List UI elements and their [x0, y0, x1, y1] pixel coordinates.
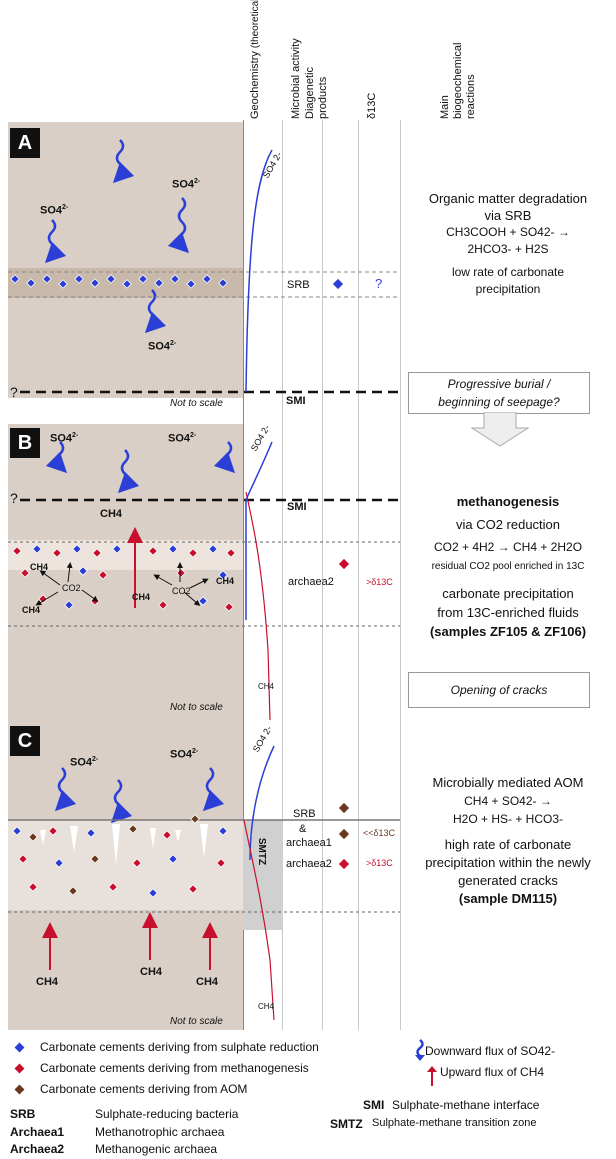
panel-b-ch4-small-3: CH4 [132, 592, 151, 602]
panel-b-d13c: >δ13C [366, 577, 393, 587]
legend-smtz-value: Sulphate-methane transition zone [372, 1117, 537, 1129]
panel-a-so4-label-3: SO42- [148, 340, 177, 353]
legend-blue-diamond [14, 1042, 25, 1053]
header-microbial-activity: Microbial activity [290, 38, 302, 119]
legend-smi-key: SMI [363, 1098, 385, 1112]
legend-a1-key: Archaea1 [10, 1125, 65, 1139]
panel-c-archaea1: archaea1 [286, 837, 332, 849]
transition-a-b-arrow [470, 412, 530, 447]
panel-a-letter: A [10, 128, 40, 158]
panel-c-not-to-scale: Not to scale [170, 1016, 223, 1027]
legend-arrows [415, 1039, 437, 1086]
panel-b-ch4-small-2: CH4 [22, 605, 41, 615]
legend-smtz-key: SMTZ [330, 1117, 363, 1131]
legend-down-flux: Downward flux of SO42- [425, 1044, 556, 1058]
panel-b-ch4-label: CH4 [100, 508, 123, 520]
panel-c-and: & [299, 823, 307, 835]
panel-c-d13c-2: >δ13C [366, 858, 393, 868]
legend-a2-key: Archaea2 [10, 1142, 65, 1156]
transition-a-b: Progressive burial / beginning of seepage… [408, 372, 590, 414]
legend-smi-value: Sulphate-methane interface [392, 1098, 540, 1112]
panel-a-d13c: ? [375, 276, 383, 291]
legend-a2-value: Methanogenic archaea [95, 1142, 218, 1156]
panel-b-co2-small-1: CO2 [62, 583, 81, 593]
panel-c-graphics [8, 745, 400, 1021]
panel-b-so4-label-1: SO42- [50, 432, 79, 445]
panel-a-graphics [8, 139, 400, 394]
panel-b-so4-label-2: SO42- [168, 432, 197, 445]
legend-a1-value: Methanotrophic archaea [95, 1125, 225, 1139]
panel-c-curve-ch4: CH4 [258, 1002, 275, 1011]
panel-c-ch4-label-1: CH4 [36, 976, 59, 988]
transition-b-c: Opening of cracks [408, 672, 590, 708]
panel-c-so4-label-2: SO42- [170, 748, 199, 761]
panel-b-co2-small-2: CO2 [172, 586, 191, 596]
panel-c-d13c-1: <<δ13C [363, 828, 396, 838]
header-reactions: Main biogeochemical reactions [439, 42, 477, 119]
panel-b-curve-ch4: CH4 [258, 682, 275, 691]
legend-red: Carbonate cements deriving from methanog… [40, 1061, 309, 1075]
legend-brown-diamond [14, 1084, 25, 1095]
panel-b-ch4-small-1: CH4 [30, 562, 49, 572]
panel-a-reactions: Organic matter degradation via SRB CH3CO… [428, 191, 588, 296]
panel-a-not-to-scale: Not to scale [170, 398, 223, 409]
panel-a-srb: SRB [287, 279, 310, 291]
panel-a-smi: SMI [286, 395, 306, 407]
panel-b-smi: SMI [287, 501, 307, 513]
panel-b-question: ? [10, 490, 18, 506]
panel-b-ch4-small-4: CH4 [216, 576, 235, 586]
panel-b-letter: B [10, 428, 40, 458]
legend-blue: Carbonate cements deriving from sulphate… [40, 1040, 319, 1054]
panel-c-letter: C [10, 726, 40, 756]
panel-a-question: ? [10, 384, 18, 400]
panel-c-ch4-label-3: CH4 [196, 976, 219, 988]
panel-b-graphics [8, 441, 400, 721]
header-diagenetic-products: Diagenetic products [304, 67, 329, 119]
panel-c-archaea2: archaea2 [286, 858, 332, 870]
header-geochemistry: Geochemistry (theoretical) [249, 0, 261, 119]
legend-srb-key: SRB [10, 1107, 36, 1121]
panel-b-reactions: methanogenesis via CO2 reduction CO2 + 4… [429, 494, 587, 639]
legend-up-flux: Upward flux of CH4 [440, 1065, 545, 1079]
panel-c-so4-label-1: SO42- [70, 756, 99, 769]
header-d13c: δ13C [366, 92, 378, 119]
legend-red-diamond [14, 1063, 25, 1074]
panel-c-smtz: SMTZ [256, 837, 268, 866]
panel-c-ch4-label-2: CH4 [140, 966, 163, 978]
legend-srb-value: Sulphate-reducing bacteria [95, 1107, 239, 1121]
legend-diamonds [14, 1042, 25, 1095]
legend-brown: Carbonate cements deriving from AOM [40, 1082, 248, 1096]
panel-b-not-to-scale: Not to scale [170, 702, 223, 713]
panel-a-so4-label-2: SO42- [40, 204, 69, 217]
panel-a-so4-label-1: SO42- [172, 178, 201, 191]
panel-c-srb: SRB [293, 808, 316, 820]
panel-b-archaea: archaea2 [288, 576, 334, 588]
panel-c-reactions: Microbially mediated AOM CH4 + SO42- → H… [425, 775, 591, 906]
